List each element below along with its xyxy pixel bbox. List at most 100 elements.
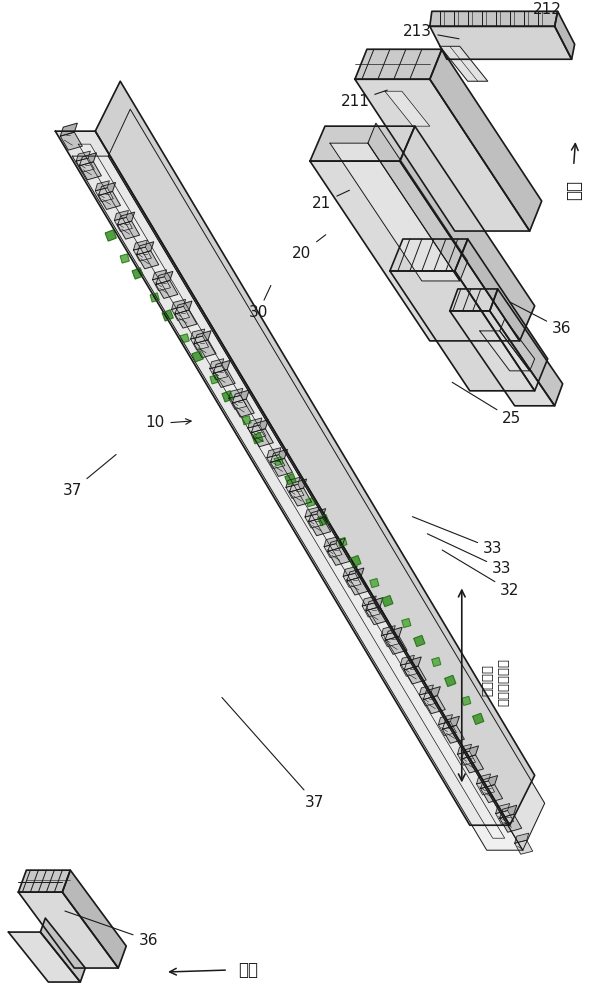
Polygon shape	[490, 289, 563, 406]
Text: 25: 25	[452, 382, 522, 426]
Text: 20: 20	[293, 235, 326, 261]
Text: 后侧: 后侧	[238, 961, 258, 979]
Polygon shape	[499, 814, 522, 832]
Polygon shape	[430, 11, 558, 26]
Polygon shape	[286, 477, 300, 487]
Polygon shape	[252, 433, 263, 444]
Polygon shape	[401, 662, 418, 676]
Polygon shape	[194, 340, 216, 358]
Polygon shape	[306, 498, 315, 507]
Polygon shape	[191, 329, 204, 339]
Polygon shape	[324, 537, 338, 547]
Polygon shape	[175, 301, 192, 314]
Polygon shape	[496, 811, 514, 825]
Polygon shape	[175, 310, 197, 328]
Polygon shape	[60, 132, 82, 150]
Polygon shape	[290, 479, 306, 492]
Polygon shape	[347, 577, 369, 595]
Polygon shape	[480, 785, 502, 803]
Polygon shape	[455, 239, 548, 391]
Polygon shape	[95, 181, 109, 191]
Polygon shape	[229, 388, 243, 398]
Polygon shape	[430, 49, 542, 231]
Text: 212: 212	[533, 2, 562, 17]
Polygon shape	[285, 474, 296, 485]
Polygon shape	[404, 666, 426, 684]
Polygon shape	[338, 538, 347, 547]
Polygon shape	[401, 655, 414, 665]
Polygon shape	[350, 556, 361, 567]
Text: 前侧: 前侧	[564, 181, 583, 201]
Polygon shape	[108, 109, 545, 850]
Polygon shape	[134, 247, 151, 261]
Polygon shape	[343, 573, 361, 587]
Text: 10: 10	[145, 415, 165, 430]
Polygon shape	[267, 448, 281, 458]
Polygon shape	[213, 369, 235, 387]
Polygon shape	[440, 46, 488, 81]
Polygon shape	[473, 713, 484, 724]
Polygon shape	[210, 375, 219, 384]
Polygon shape	[309, 509, 325, 522]
Polygon shape	[439, 722, 457, 736]
Polygon shape	[172, 299, 185, 309]
Polygon shape	[382, 596, 393, 607]
Polygon shape	[136, 242, 154, 255]
Polygon shape	[439, 715, 452, 725]
Polygon shape	[499, 319, 535, 371]
Polygon shape	[477, 774, 491, 784]
Polygon shape	[191, 336, 209, 350]
Polygon shape	[210, 366, 228, 380]
Polygon shape	[117, 212, 135, 225]
Polygon shape	[192, 351, 203, 362]
Polygon shape	[370, 579, 379, 588]
Polygon shape	[134, 240, 147, 250]
Text: 安装方向: 安装方向	[481, 664, 494, 696]
Polygon shape	[41, 918, 85, 982]
Polygon shape	[213, 360, 230, 373]
Polygon shape	[153, 270, 166, 280]
Polygon shape	[136, 251, 159, 269]
Polygon shape	[156, 280, 178, 298]
Polygon shape	[95, 81, 535, 825]
Polygon shape	[390, 271, 535, 391]
Polygon shape	[79, 153, 97, 166]
Polygon shape	[18, 892, 118, 968]
Polygon shape	[400, 126, 535, 341]
Text: 32: 32	[442, 550, 519, 598]
Text: 36: 36	[65, 911, 158, 948]
Polygon shape	[442, 716, 460, 729]
Polygon shape	[310, 126, 415, 161]
Polygon shape	[222, 391, 233, 402]
Polygon shape	[423, 696, 445, 714]
Polygon shape	[496, 804, 510, 814]
Polygon shape	[343, 566, 357, 576]
Polygon shape	[172, 306, 190, 320]
Polygon shape	[210, 359, 224, 369]
Text: 37: 37	[222, 697, 325, 810]
Text: 33: 33	[427, 534, 511, 576]
Polygon shape	[385, 91, 430, 126]
Polygon shape	[381, 633, 399, 647]
Polygon shape	[432, 657, 441, 666]
Polygon shape	[461, 746, 479, 759]
Polygon shape	[450, 311, 555, 406]
Polygon shape	[450, 289, 498, 311]
Polygon shape	[390, 239, 468, 271]
Polygon shape	[420, 685, 433, 695]
Polygon shape	[55, 131, 510, 825]
Polygon shape	[117, 221, 139, 239]
Polygon shape	[232, 390, 249, 403]
Polygon shape	[105, 230, 116, 241]
Polygon shape	[347, 568, 364, 581]
Polygon shape	[248, 425, 266, 439]
Polygon shape	[78, 144, 505, 838]
Text: 211: 211	[340, 90, 387, 109]
Polygon shape	[60, 123, 77, 136]
Polygon shape	[98, 191, 120, 209]
Polygon shape	[153, 277, 170, 291]
Polygon shape	[324, 544, 342, 558]
Polygon shape	[232, 399, 254, 417]
Polygon shape	[461, 755, 483, 773]
Polygon shape	[330, 143, 460, 281]
